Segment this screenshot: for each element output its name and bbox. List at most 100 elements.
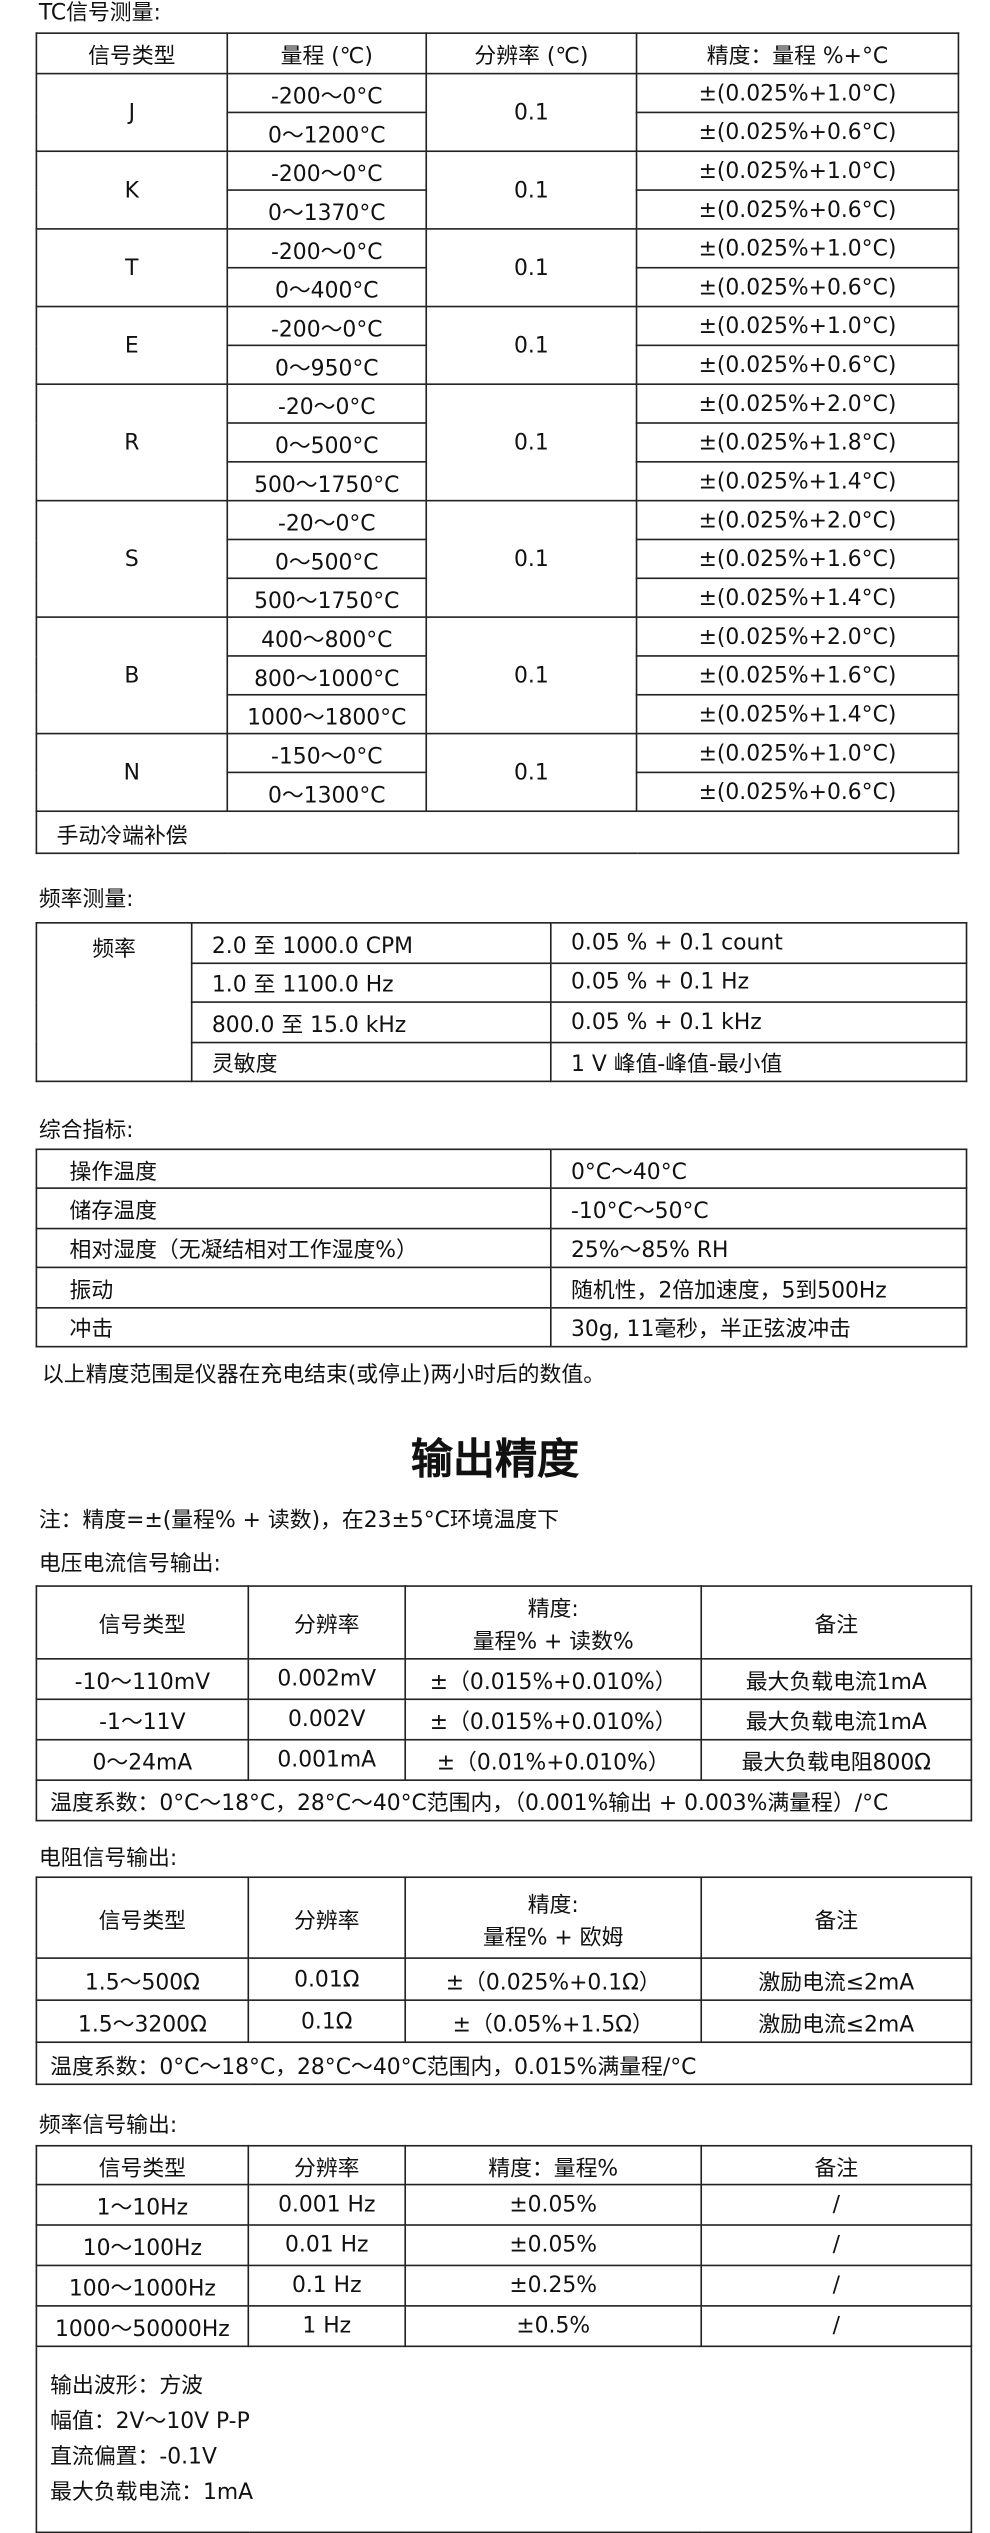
table-row: 0～500°C ±(0.025%+1.8°C) bbox=[36, 422, 960, 463]
table-row: 10～100Hz 0.01 Hz ±0.05% / bbox=[35, 2224, 973, 2267]
table-cell: -10°C～50°C bbox=[549, 1187, 968, 1230]
table-cell: 0.001mA bbox=[247, 1738, 407, 1781]
section-heading: 频率信号输出: bbox=[38, 2112, 178, 2139]
table-cell: 0～500°C bbox=[226, 538, 428, 580]
table-cell: -1～11V bbox=[35, 1698, 250, 1741]
table-cell: 30g, 11毫秒，半正弦波冲击 bbox=[549, 1306, 968, 1348]
table-cell: 1～10Hz bbox=[35, 2183, 250, 2226]
table-cell: 输出波形：方波 幅值：2V～10V P-P 直流偏置：-0.1V 最大负载电流：1mA bbox=[35, 2345, 973, 2533]
table-cell: 1 V 峰值-峰值-最小值 bbox=[549, 1040, 968, 1083]
table-cell: 0～1200°C bbox=[226, 111, 428, 153]
table-row: 信号类型 分辨率 精度: 量程% + 读数% 备注 bbox=[35, 1585, 973, 1660]
table-cell: ±(0.025%+1.0°C) bbox=[635, 72, 960, 114]
note: 以上精度范围是仪器在充电结束(或停止)两小时后的数值。 bbox=[42, 1362, 606, 1388]
table-cell: 0.1 bbox=[425, 150, 638, 230]
table-cell: ±(0.025%+0.6°C) bbox=[635, 344, 960, 385]
table-cell: -20～0°C bbox=[226, 499, 428, 541]
table-cell: 温度系数：0°C～18°C，28°C～40°C范围内，0.015%满量程/°C bbox=[35, 2041, 973, 2086]
section-heading: TC信号测量: bbox=[38, 0, 161, 26]
table-cell: 0.05 % + 0.1 Hz bbox=[549, 961, 968, 1003]
section-heading: 电压电流信号输出: bbox=[38, 1551, 221, 1578]
table-row: B 400～800°C 0.1 ±(0.025%+2.0°C) bbox=[35, 616, 960, 735]
table-cell: / bbox=[700, 2264, 973, 2307]
table-cell: 1000～1800°C bbox=[226, 693, 428, 735]
section-heading: 频率测量: bbox=[38, 886, 134, 913]
table-row: 振动 随机性，2倍加速度，5到500Hz bbox=[35, 1266, 968, 1308]
table-row: R -20～0°C 0.1 ±(0.025%+2.0°C) bbox=[35, 383, 960, 502]
table-row: 1000～50000Hz 1 Hz ±0.5% / bbox=[35, 2305, 973, 2348]
table-cell: ±(0.025%+2.0°C) bbox=[635, 499, 960, 541]
table-cell: 振动 bbox=[35, 1266, 552, 1308]
table-cell: 500～1750°C bbox=[226, 461, 428, 502]
table-row: 信号类型 分辨率 精度：量程% 备注 bbox=[35, 2144, 973, 2186]
table-cell: 备注 bbox=[700, 2144, 973, 2186]
table-cell: 0.1 bbox=[425, 616, 638, 735]
table-cell: 0.002V bbox=[247, 1698, 407, 1741]
table-row: 0～500°C ±(0.025%+1.6°C) bbox=[36, 538, 960, 580]
table-cell: 0～24mA bbox=[35, 1738, 250, 1781]
table-row: 1.5～500Ω 0.01Ω ±（0.025%+0.1Ω） 激励电流≤2mA bbox=[35, 1957, 973, 2001]
note-line: 直流偏置：-0.1V bbox=[50, 2444, 217, 2471]
table-cell: ±(0.025%+1.0°C) bbox=[635, 228, 960, 269]
table-cell: ±（0.01%+0.010%） bbox=[404, 1738, 703, 1781]
table-body: 操作温度 0°C～40°C 储存温度 -10°C～50°C 相对湿度（无凝结相对工作湿度… bbox=[35, 1148, 968, 1348]
note: 注：精度=±(量程% + 读数)，在23±5°C环境温度下 bbox=[38, 1507, 560, 1534]
table-cell: 0.05 % + 0.1 count bbox=[549, 922, 968, 964]
table-row: 1000～1800°C ±(0.025%+1.4°C) bbox=[36, 693, 960, 735]
table-cell: -200～0°C bbox=[226, 228, 428, 269]
table-cell: N bbox=[35, 732, 229, 813]
table-cell: 0.1 bbox=[425, 383, 638, 502]
table-cell: -150～0°C bbox=[226, 732, 428, 774]
table-cell: ±(0.025%+1.4°C) bbox=[635, 693, 960, 735]
table-cell: 0.01 Hz bbox=[247, 2224, 407, 2267]
table-cell: 信号类型 bbox=[35, 32, 229, 75]
table-row: 0～1300°C ±(0.025%+0.6°C) bbox=[36, 771, 960, 813]
table-cell: 0.002mV bbox=[247, 1658, 407, 1701]
note-line: 输出波形：方波 bbox=[50, 2373, 204, 2399]
table-row: 100～1000Hz 0.1 Hz ±0.25% / bbox=[35, 2264, 973, 2307]
table-cell: 0～500°C bbox=[226, 422, 428, 463]
table-cell: -200～0°C bbox=[226, 305, 428, 347]
table-cell: R bbox=[35, 383, 229, 502]
table-cell: ±（0.015%+0.010%） bbox=[404, 1698, 703, 1741]
table-cell: ±（0.025%+0.1Ω） bbox=[404, 1957, 703, 2001]
table-body: 信号类型 分辨率 精度：量程% 备注 1～10Hz 0.001 Hz ±0.05%/10～1… bbox=[35, 2144, 973, 2533]
table-cell: 500～1750°C bbox=[226, 577, 428, 618]
table-cell: ±（0.05%+1.5Ω） bbox=[404, 1999, 703, 2044]
table-cell: 2.0 至 1000.0 CPM bbox=[190, 922, 552, 964]
page-title: 输出精度 bbox=[410, 1436, 580, 1485]
table-cell: ±(0.025%+2.0°C) bbox=[635, 383, 960, 424]
table-cell: 激励电流≤2mA bbox=[700, 1957, 973, 2001]
table-cell: 精度: 量程% + 欧姆 bbox=[404, 1876, 703, 1959]
text-line: 精度: bbox=[527, 1891, 579, 1918]
table-row: 1.0 至 1100.0 Hz 0.05 % + 0.1 Hz bbox=[36, 961, 968, 1003]
table-row: 相对湿度（无凝结相对工作湿度%） 25%～85% RH bbox=[35, 1227, 968, 1269]
table-cell: ±0.5% bbox=[404, 2305, 703, 2348]
table-cell: 随机性，2倍加速度，5到500Hz bbox=[549, 1266, 968, 1308]
table-row: 输出波形：方波 幅值：2V～10V P-P 直流偏置：-0.1V 最大负载电流：1mA bbox=[35, 2345, 973, 2533]
table-row: 灵敏度 1 V 峰值-峰值-最小值 bbox=[36, 1040, 968, 1083]
table-row: T -200～0°C 0.1 ±(0.025%+1.0°C) bbox=[35, 228, 960, 308]
table-cell: 信号类型 bbox=[35, 1876, 250, 1959]
table-cell: 频率 bbox=[35, 922, 193, 1083]
freq-measure-table: 频率 2.0 至 1000.0 CPM 0.05 % + 0.1 count 1.0 … bbox=[35, 922, 968, 1083]
table-row: E -200～0°C 0.1 ±(0.025%+1.0°C) bbox=[35, 305, 960, 385]
table-cell: 0.1 bbox=[425, 72, 638, 153]
table-row: 温度系数：0°C～18°C，28°C～40°C范围内，（0.001%输出 + 0… bbox=[35, 1779, 973, 1822]
table-cell: 0.1 Hz bbox=[247, 2264, 407, 2307]
table-cell: 最大负载电阻800Ω bbox=[700, 1738, 973, 1781]
table-cell: ±(0.025%+1.0°C) bbox=[635, 732, 960, 774]
text-line: 精度: bbox=[527, 1596, 579, 1623]
text-line: 量程% + 读数% bbox=[472, 1628, 634, 1655]
table-cell: 储存温度 bbox=[35, 1187, 552, 1230]
table-cell: K bbox=[35, 150, 229, 230]
table-cell: ±(0.025%+1.6°C) bbox=[635, 538, 960, 580]
table-row: 冲击 30g, 11毫秒，半正弦波冲击 bbox=[35, 1306, 968, 1348]
table-cell: 0.1 bbox=[425, 228, 638, 308]
table-cell: 分辨率 bbox=[247, 1876, 407, 1959]
table-row: 800～1000°C ±(0.025%+1.6°C) bbox=[36, 655, 960, 696]
table-cell: 备注 bbox=[700, 1876, 973, 1959]
table-cell: / bbox=[700, 2183, 973, 2226]
table-cell: 0°C～40°C bbox=[549, 1148, 968, 1190]
